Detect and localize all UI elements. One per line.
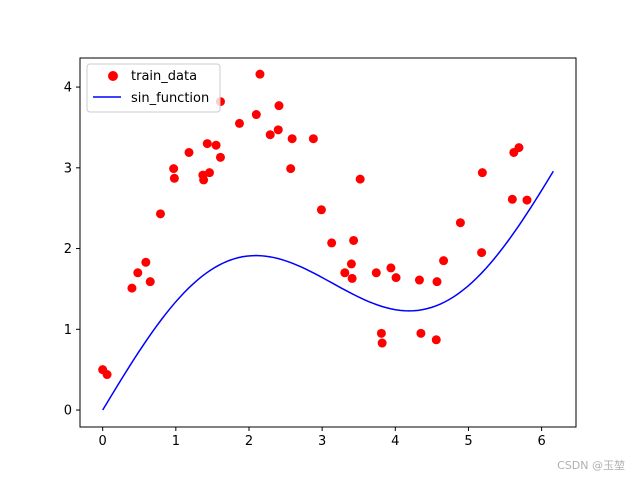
data-point-45 bbox=[477, 168, 487, 178]
x-tick-label: 2 bbox=[245, 434, 253, 449]
y-tick-label: 1 bbox=[64, 323, 72, 338]
data-point-24 bbox=[287, 134, 297, 144]
data-point-41 bbox=[432, 277, 442, 287]
data-point-22 bbox=[274, 101, 284, 111]
y-tick-label: 4 bbox=[64, 81, 72, 96]
data-point-43 bbox=[455, 218, 465, 228]
y-tick-label: 3 bbox=[64, 161, 72, 176]
x-tick-label: 1 bbox=[172, 434, 180, 449]
data-point-28 bbox=[340, 268, 350, 278]
data-point-46 bbox=[507, 194, 517, 204]
data-point-34 bbox=[376, 328, 386, 338]
x-tick-label: 5 bbox=[464, 434, 472, 449]
legend-label-train-data: train_data bbox=[131, 69, 197, 84]
data-point-8 bbox=[169, 173, 179, 183]
data-point-30 bbox=[347, 273, 357, 283]
watermark: CSDN @玉堃 bbox=[557, 458, 625, 472]
data-point-35 bbox=[377, 338, 387, 348]
data-point-4 bbox=[141, 257, 151, 267]
x-tick-label: 6 bbox=[537, 434, 545, 449]
data-point-48 bbox=[514, 143, 524, 153]
data-point-36 bbox=[386, 263, 396, 273]
y-tick-label: 2 bbox=[64, 242, 72, 257]
legend: train_data sin_function bbox=[86, 63, 221, 113]
x-axis-ticks: 0 1 2 3 4 5 6 bbox=[99, 427, 546, 449]
data-point-17 bbox=[234, 118, 244, 128]
data-point-37 bbox=[391, 273, 401, 283]
line-layer bbox=[102, 170, 554, 411]
data-point-33 bbox=[371, 268, 381, 278]
legend-label-sin-function: sin_function bbox=[131, 91, 209, 106]
data-point-26 bbox=[316, 205, 326, 215]
data-point-31 bbox=[349, 235, 359, 245]
plot-area bbox=[98, 69, 554, 411]
data-point-49 bbox=[522, 195, 532, 205]
data-point-42 bbox=[439, 256, 449, 266]
y-axis-ticks: 0 1 2 3 4 bbox=[64, 81, 80, 419]
data-point-20 bbox=[265, 130, 275, 140]
data-point-19 bbox=[255, 69, 265, 79]
data-point-3 bbox=[133, 268, 143, 278]
data-point-9 bbox=[184, 147, 194, 157]
data-point-38 bbox=[414, 275, 424, 285]
data-point-32 bbox=[355, 174, 365, 184]
x-tick-label: 4 bbox=[391, 434, 399, 449]
data-point-27 bbox=[327, 238, 337, 248]
data-point-23 bbox=[286, 164, 296, 174]
x-tick-label: 3 bbox=[318, 434, 326, 449]
data-point-15 bbox=[215, 152, 225, 162]
data-point-21 bbox=[273, 125, 283, 135]
data-point-44 bbox=[477, 248, 487, 258]
data-point-11 bbox=[199, 175, 209, 185]
data-point-7 bbox=[169, 164, 179, 174]
y-tick-label: 0 bbox=[64, 404, 72, 419]
data-point-5 bbox=[145, 277, 155, 287]
legend-marker-train-data bbox=[108, 71, 118, 81]
x-tick-label: 0 bbox=[99, 434, 107, 449]
data-point-39 bbox=[416, 328, 426, 338]
axes-frame bbox=[79, 57, 577, 428]
data-point-18 bbox=[251, 110, 261, 120]
data-point-25 bbox=[308, 134, 318, 144]
series-line-sin-function bbox=[102, 170, 554, 411]
data-point-6 bbox=[155, 209, 165, 219]
data-point-40 bbox=[431, 335, 441, 345]
data-point-2 bbox=[127, 283, 137, 293]
data-point-13 bbox=[204, 168, 214, 178]
data-point-14 bbox=[211, 140, 221, 150]
data-point-29 bbox=[346, 259, 356, 269]
legend-frame bbox=[86, 63, 221, 113]
data-point-12 bbox=[202, 139, 212, 149]
points-layer bbox=[98, 69, 532, 380]
data-point-1 bbox=[102, 370, 112, 380]
